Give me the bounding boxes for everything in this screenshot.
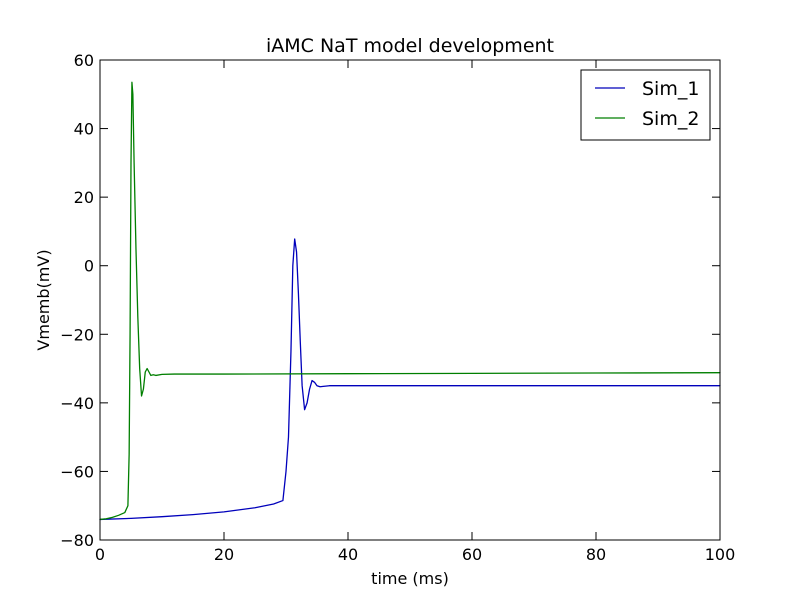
x-axis-ticks: 0 20 40 60 80 100 [95,60,735,564]
x-tick-label: 20 [214,545,234,564]
y-tick-label: −80 [60,531,94,550]
legend-label: Sim_2 [642,108,699,130]
y-tick-label: 20 [74,188,94,207]
legend-box [580,69,711,141]
legend: Sim_1 Sim_2 [580,69,711,141]
x-tick-label: 60 [462,545,482,564]
x-tick-label: 0 [95,545,105,564]
series-line-sim-1 [99,238,721,521]
y-tick-label: −40 [60,394,94,413]
legend-label: Sim_1 [642,78,699,100]
x-tick-label: 40 [338,545,358,564]
y-tick-label: −60 [60,462,94,481]
chart-title: iAMC NaT model development [266,35,554,57]
y-axis-title: Vmemb(mV) [34,249,53,350]
y-tick-label: 40 [74,120,94,139]
x-axis-title: time (ms) [371,569,449,588]
y-tick-label: 60 [74,51,94,70]
x-tick-label: 80 [586,545,606,564]
plot-frame [99,59,721,541]
y-axis-ticks: −80 −60 −40 −20 0 20 40 60 [60,51,720,550]
x-tick-label: 100 [705,545,736,564]
y-tick-label: 0 [84,257,94,276]
series-line-sim-2 [99,81,721,521]
series-layer [99,81,721,521]
y-tick-label: −20 [60,325,94,344]
